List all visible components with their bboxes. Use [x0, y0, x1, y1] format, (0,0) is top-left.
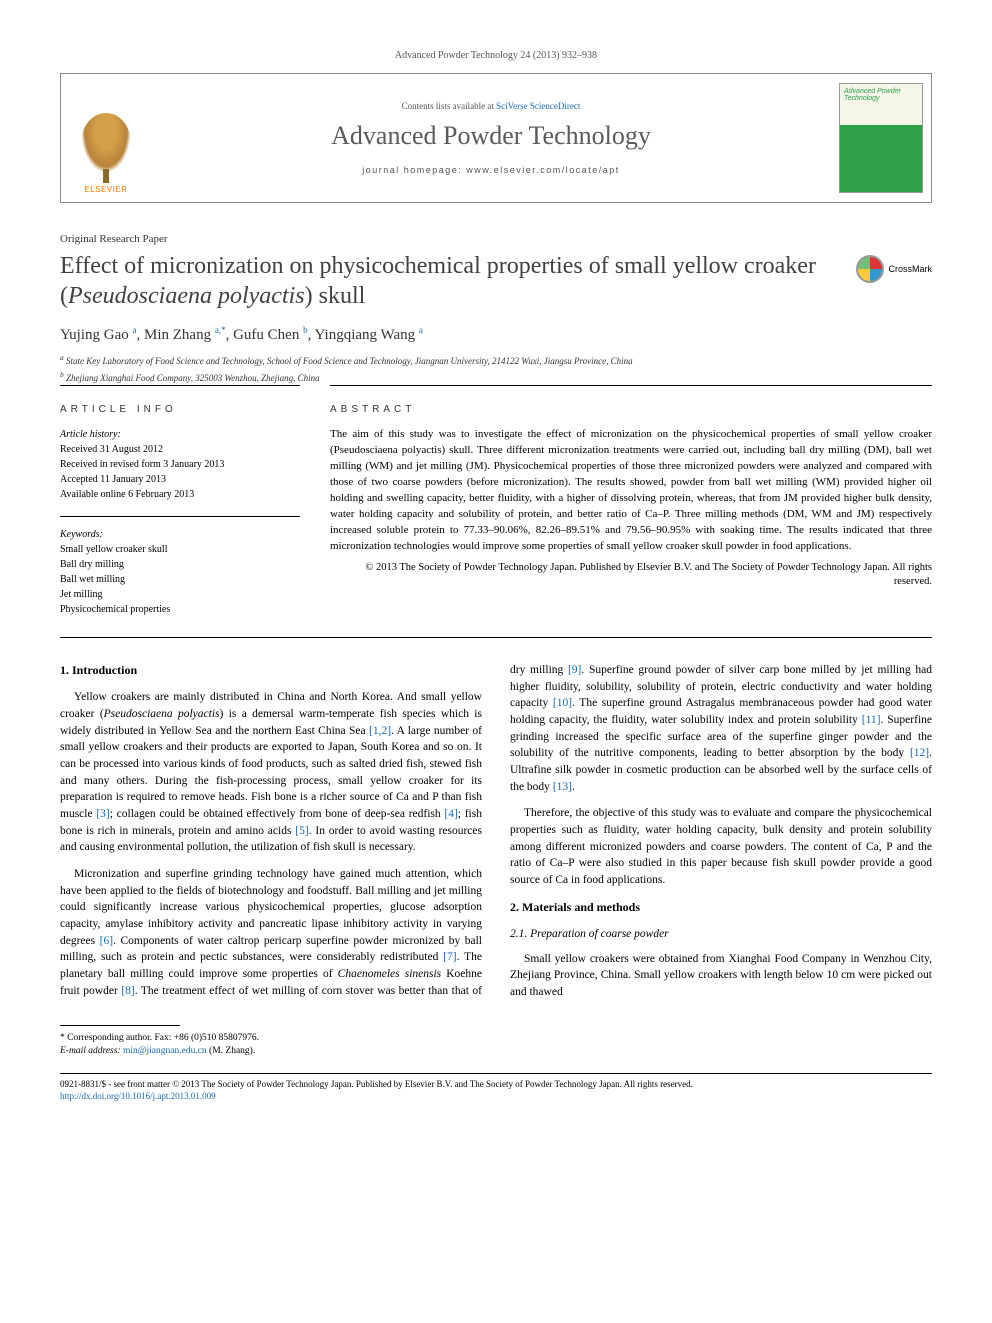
section-heading-intro: 1. Introduction — [60, 662, 482, 679]
crossmark-label: CrossMark — [888, 264, 932, 274]
authors-line: Yujing Gao a, Min Zhang a,*, Gufu Chen b… — [60, 325, 932, 344]
keyword: Physicochemical properties — [60, 604, 170, 615]
subsection-heading-2-1: 2.1. Preparation of coarse powder — [510, 926, 932, 943]
contents-prefix: Contents lists available at — [402, 101, 496, 111]
crossmark-badge[interactable]: CrossMark — [856, 255, 932, 283]
info-divider — [60, 516, 300, 517]
intro-paragraph-3: Therefore, the objective of this study w… — [510, 805, 932, 888]
homepage-prefix: journal homepage: — [362, 165, 466, 175]
front-matter-line: 0921-8831/$ - see front matter © 2013 Th… — [60, 1078, 932, 1091]
body-columns: 1. Introduction Yellow croakers are main… — [60, 662, 932, 1005]
corr-author-line: * Corresponding author. Fax: +86 (0)510 … — [60, 1032, 932, 1045]
keywords-label: Keywords: — [60, 529, 103, 540]
abstract-text: The aim of this study was to investigate… — [330, 427, 932, 555]
methods-paragraph-1: Small yellow croakers were obtained from… — [510, 951, 932, 1001]
keyword: Small yellow croaker skull — [60, 544, 167, 555]
journal-header: ELSEVIER Contents lists available at Sci… — [60, 73, 932, 203]
intro-paragraph-1: Yellow croakers are mainly distributed i… — [60, 689, 482, 856]
abstract-copyright: © 2013 The Society of Powder Technology … — [330, 561, 932, 590]
keyword: Ball dry milling — [60, 559, 124, 570]
affiliation-b: b Zhejiang Xianghai Food Company, 325003… — [60, 369, 932, 386]
article-history: Article history: Received 31 August 2012… — [60, 427, 300, 502]
journal-cover-box: Advanced Powder Technology — [831, 74, 931, 202]
paper-title: Effect of micronization on physicochemic… — [60, 251, 838, 311]
abstract-column: ABSTRACT The aim of this study was to in… — [330, 385, 932, 631]
bottom-divider — [60, 1073, 932, 1074]
keyword: Ball wet milling — [60, 574, 125, 585]
email-suffix: (M. Zhang). — [209, 1046, 255, 1056]
homepage-url[interactable]: www.elsevier.com/locate/apt — [466, 165, 620, 175]
keywords-block: Keywords: Small yellow croaker skull Bal… — [60, 527, 300, 617]
keyword: Jet milling — [60, 589, 103, 600]
email-label: E-mail address: — [60, 1046, 121, 1056]
history-revised: Received in revised form 3 January 2013 — [60, 459, 224, 470]
affiliations: a State Key Laboratory of Food Science a… — [60, 352, 932, 385]
article-info-column: ARTICLE INFO Article history: Received 3… — [60, 385, 300, 631]
history-label: Article history: — [60, 429, 121, 440]
paper-type: Original Research Paper — [60, 233, 932, 245]
divider — [60, 637, 932, 638]
history-online: Available online 6 February 2013 — [60, 489, 194, 500]
footnote-separator — [60, 1025, 180, 1026]
elsevier-logo[interactable]: ELSEVIER — [71, 104, 141, 194]
elsevier-wordmark: ELSEVIER — [84, 185, 127, 194]
bottom-matter: 0921-8831/$ - see front matter © 2013 Th… — [60, 1078, 932, 1103]
journal-reference: Advanced Powder Technology 24 (2013) 932… — [60, 50, 932, 61]
contents-line: Contents lists available at SciVerse Sci… — [402, 101, 581, 111]
history-accepted: Accepted 11 January 2013 — [60, 474, 166, 485]
sciencedirect-link[interactable]: SciVerse ScienceDirect — [496, 101, 580, 111]
article-info-label: ARTICLE INFO — [60, 404, 300, 415]
elsevier-tree-icon — [81, 113, 131, 173]
abstract-label: ABSTRACT — [330, 404, 932, 415]
corr-email-link[interactable]: min@jiangnan.edu.cn — [123, 1046, 207, 1056]
section-heading-methods: 2. Materials and methods — [510, 899, 932, 916]
history-received: Received 31 August 2012 — [60, 444, 163, 455]
journal-name: Advanced Powder Technology — [331, 121, 651, 151]
corresponding-author-footnote: * Corresponding author. Fax: +86 (0)510 … — [60, 1032, 932, 1059]
homepage-line: journal homepage: www.elsevier.com/locat… — [362, 165, 620, 175]
publisher-logo-box: ELSEVIER — [61, 74, 151, 202]
doi-link[interactable]: http://dx.doi.org/10.1016/j.apt.2013.01.… — [60, 1091, 216, 1101]
crossmark-icon — [856, 255, 884, 283]
affiliation-a: a State Key Laboratory of Food Science a… — [60, 352, 932, 369]
header-center: Contents lists available at SciVerse Sci… — [151, 74, 831, 202]
journal-cover-thumbnail[interactable]: Advanced Powder Technology — [839, 83, 923, 193]
